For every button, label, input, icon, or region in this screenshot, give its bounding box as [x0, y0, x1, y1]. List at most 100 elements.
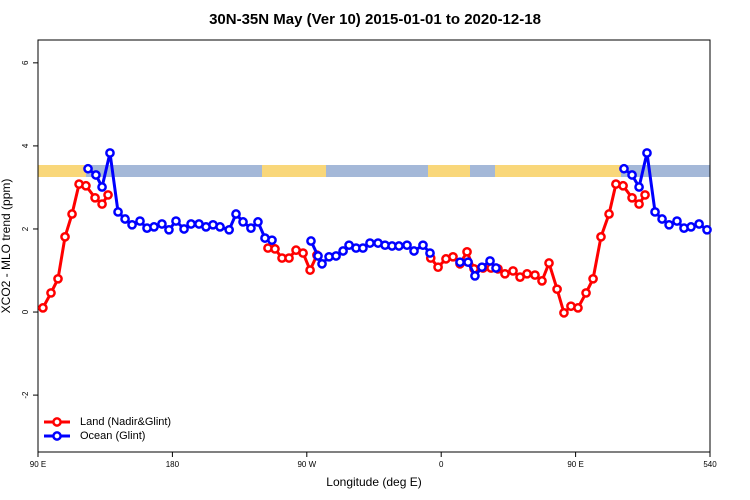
x-axis-label: Longitude (deg E)	[326, 475, 421, 489]
data-point	[409, 246, 419, 256]
series	[83, 148, 712, 281]
y-axis-label: XCO2 - MLO trend (ppm)	[0, 179, 13, 314]
land-strip	[428, 165, 470, 177]
plot-frame	[37, 39, 711, 453]
x-tick-label: 90 W	[297, 460, 316, 469]
data-point	[97, 199, 107, 209]
data-point	[105, 148, 115, 158]
data-point	[97, 182, 107, 192]
data-point	[38, 303, 48, 313]
data-point	[500, 268, 510, 279]
data-point	[596, 232, 606, 242]
data-point	[365, 238, 375, 248]
data-point	[231, 209, 241, 219]
data-point	[650, 207, 660, 217]
data-point	[485, 256, 495, 266]
data-point	[581, 288, 591, 298]
data-point	[657, 214, 667, 224]
data-point	[394, 241, 404, 251]
data-point	[267, 235, 277, 246]
data-point	[522, 268, 532, 279]
data-point	[573, 303, 583, 313]
data-point	[552, 284, 562, 295]
data-point	[81, 180, 91, 191]
data-point	[604, 209, 614, 219]
x-tick-label: 540	[703, 460, 717, 469]
data-point	[694, 219, 704, 229]
data-point	[215, 222, 225, 232]
legend: Land (Nadir&Glint) Ocean (Glint)	[44, 416, 171, 442]
y-tick-label: -2	[21, 391, 30, 399]
data-point	[462, 246, 472, 257]
data-point	[306, 236, 316, 246]
data-point	[358, 243, 368, 253]
data-point	[627, 192, 637, 203]
land-strip	[495, 165, 621, 177]
data-point	[171, 216, 181, 226]
data-point	[418, 240, 428, 251]
data-point	[618, 180, 628, 191]
x-tick-label: 0	[439, 460, 444, 469]
land-strip	[38, 165, 86, 177]
data-point	[640, 190, 650, 200]
legend-label: Ocean (Glint)	[80, 430, 145, 442]
x-tick-label: 180	[166, 460, 180, 469]
x-tick-label: 90 E	[567, 460, 583, 469]
legend-marker	[52, 431, 62, 441]
data-point	[491, 263, 501, 273]
data-point	[537, 276, 547, 286]
land-strip	[262, 165, 326, 177]
data-point	[559, 308, 569, 318]
land-ocean-strip	[38, 165, 710, 177]
data-point	[448, 251, 458, 262]
data-point	[113, 207, 123, 217]
data-point	[686, 222, 696, 232]
data-point	[619, 163, 629, 174]
y-tick-label: 4	[21, 143, 30, 148]
y-tick-label: 2	[21, 226, 30, 231]
data-point	[127, 219, 137, 230]
legend-label: Land (Nadir&Glint)	[80, 416, 171, 428]
data-point	[664, 219, 674, 230]
data-point	[164, 224, 174, 235]
data-point	[634, 199, 644, 209]
chart-title: 30N-35N May (Ver 10) 2015-01-01 to 2020-…	[209, 11, 541, 28]
data-point	[298, 248, 308, 258]
data-point	[702, 224, 712, 235]
data-point	[433, 262, 443, 273]
data-point	[530, 270, 540, 280]
data-point	[477, 262, 487, 273]
y-tick-label: 6	[21, 60, 30, 65]
data-point	[634, 182, 644, 192]
data-point	[53, 273, 63, 284]
data-point	[238, 217, 248, 227]
data-point	[103, 190, 113, 200]
data-point	[67, 209, 77, 219]
data-point	[627, 170, 637, 180]
data-point	[455, 257, 465, 268]
data-point	[425, 248, 435, 258]
data-point	[91, 170, 101, 180]
data-point	[149, 222, 159, 232]
data-point	[224, 224, 234, 235]
data-point	[338, 246, 348, 256]
data-point	[284, 253, 294, 263]
data-point	[642, 148, 652, 158]
data-point	[305, 265, 315, 275]
legend-marker	[52, 417, 62, 427]
data-point	[90, 192, 100, 203]
data-point	[544, 258, 554, 268]
data-point	[253, 217, 263, 227]
data-point	[317, 259, 327, 269]
y-tick-label: 0	[21, 309, 30, 314]
data-point	[313, 251, 323, 261]
data-point	[463, 257, 473, 268]
data-point	[270, 244, 280, 254]
data-point	[588, 273, 598, 284]
series	[38, 179, 650, 318]
data-point	[46, 288, 56, 298]
data-point	[470, 271, 480, 281]
x-tick-label: 90 E	[30, 460, 46, 469]
